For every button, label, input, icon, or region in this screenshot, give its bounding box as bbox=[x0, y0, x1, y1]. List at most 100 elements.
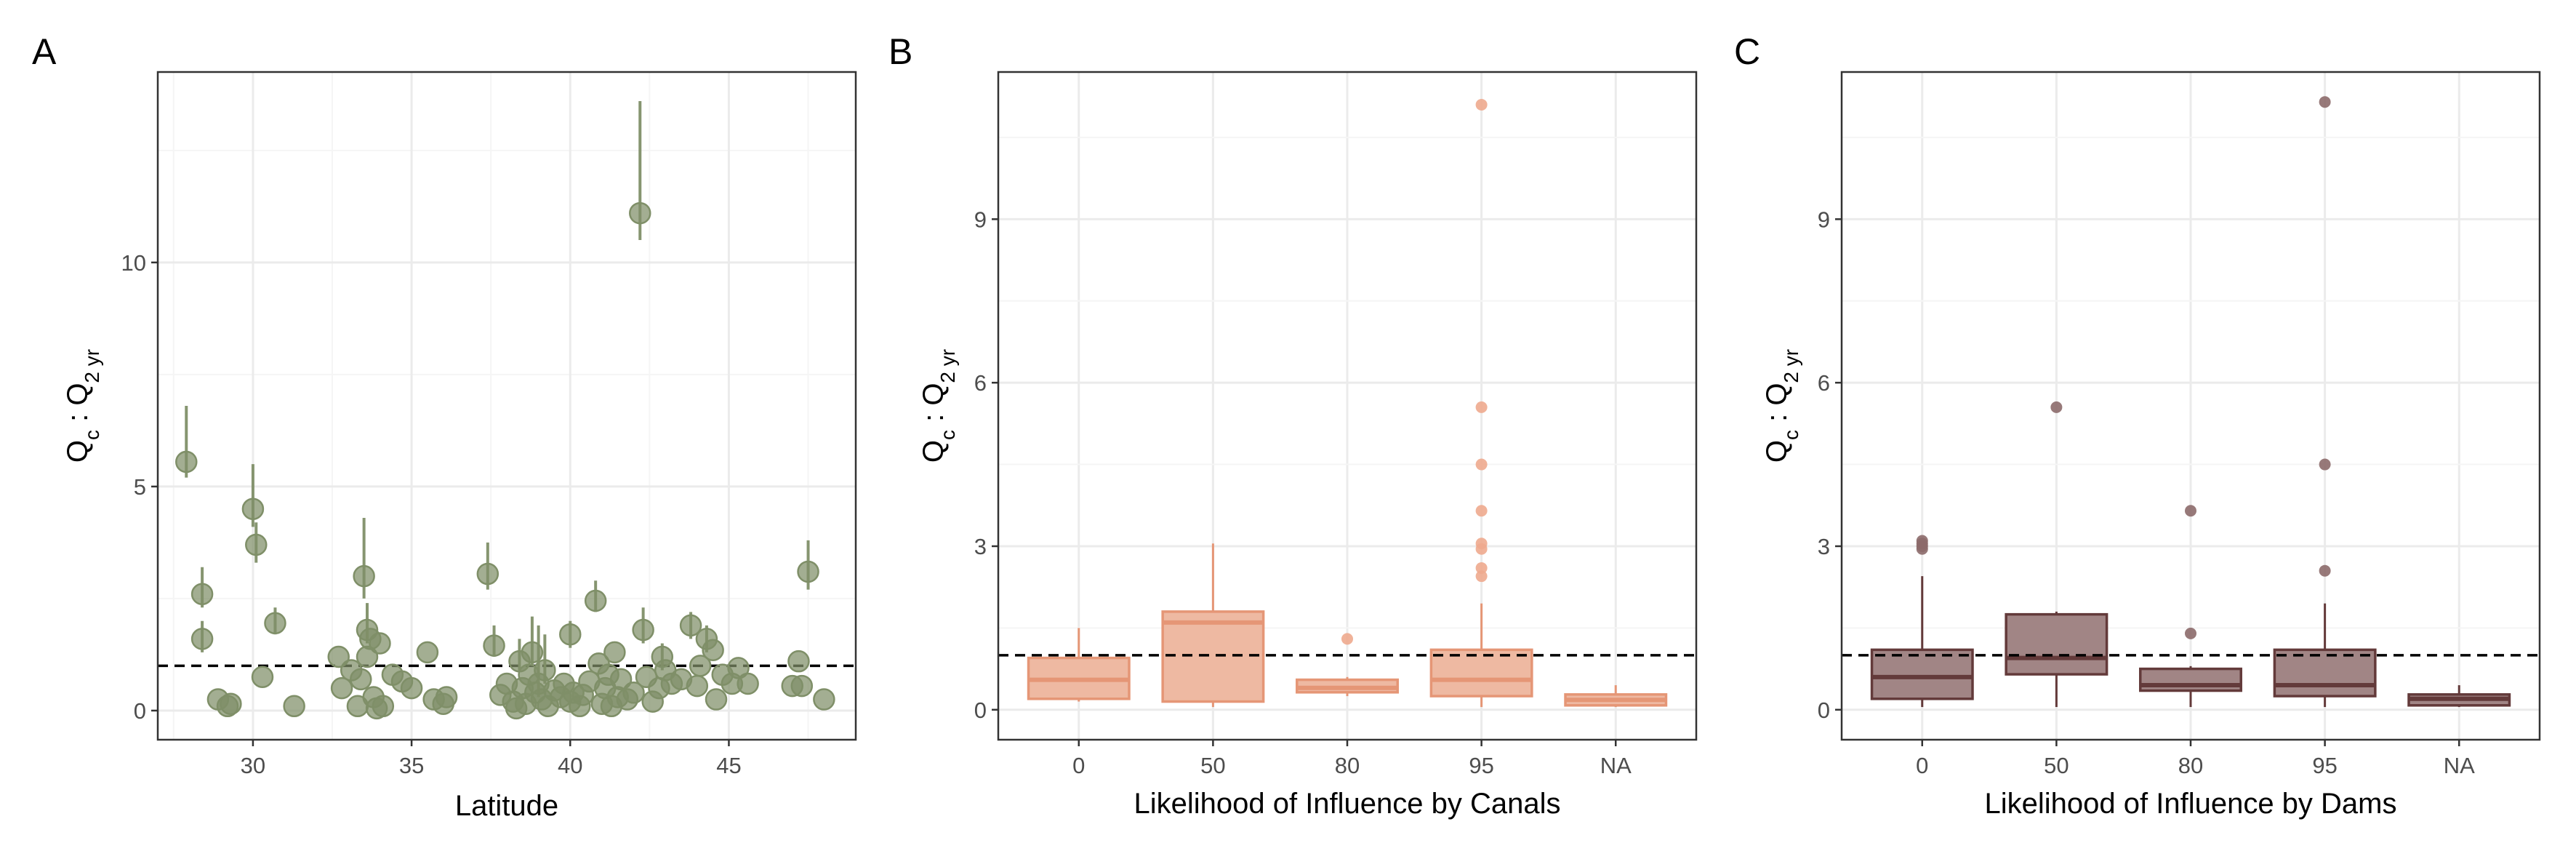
panel-a-points bbox=[175, 101, 835, 720]
panel-c-boxes bbox=[1870, 96, 2511, 708]
data-point bbox=[705, 688, 728, 711]
panel-b-x-axis-title: Likelihood of Influence by Canals bbox=[1133, 788, 1560, 820]
box-outlier bbox=[2185, 505, 2196, 517]
panel-c-letter: C bbox=[1734, 31, 1760, 72]
y-tick-label: 10 bbox=[121, 250, 146, 276]
panel-b-y-axis: 0 3 6 9 bbox=[974, 207, 998, 723]
box-outlier bbox=[1475, 505, 1488, 517]
panel-b-y-axis-title: Qc : Q2 yr bbox=[918, 349, 959, 463]
box-outlier bbox=[1475, 98, 1488, 111]
data-point bbox=[790, 674, 814, 698]
x-tick-label: 0 bbox=[1916, 753, 1928, 778]
x-tick-label: 95 bbox=[2312, 753, 2337, 778]
x-tick-label: 35 bbox=[399, 753, 424, 778]
data-point bbox=[251, 666, 274, 688]
box-body bbox=[2273, 648, 2377, 698]
box-body bbox=[2005, 612, 2108, 676]
data-point bbox=[476, 562, 499, 586]
x-tick-label: 0 bbox=[1072, 753, 1085, 778]
panel-a-x-axis: 30 35 40 45 bbox=[241, 740, 742, 778]
x-tick-label: NA bbox=[2444, 753, 2475, 778]
x-tick-label: 50 bbox=[1200, 753, 1225, 778]
panel-b-letter: B bbox=[888, 31, 912, 72]
data-point bbox=[190, 628, 214, 650]
data-point bbox=[283, 695, 305, 718]
data-point bbox=[264, 612, 286, 635]
y-tick-label: 0 bbox=[974, 698, 987, 723]
data-point bbox=[813, 688, 835, 711]
x-tick-label: 95 bbox=[1469, 753, 1493, 778]
x-tick-label: NA bbox=[1600, 753, 1632, 778]
box-outlier bbox=[2050, 401, 2063, 413]
data-point bbox=[609, 668, 633, 691]
box-outlier bbox=[1475, 538, 1488, 550]
box-outlier bbox=[2319, 96, 2331, 108]
box-outlier bbox=[1475, 458, 1488, 471]
data-point bbox=[737, 672, 759, 695]
data-point bbox=[534, 659, 556, 682]
box-outlier bbox=[2319, 458, 2331, 471]
x-tick-label: 50 bbox=[2044, 753, 2069, 778]
box-outlier bbox=[1475, 570, 1488, 583]
data-point bbox=[350, 668, 372, 691]
y-tick-label: 5 bbox=[134, 474, 146, 500]
data-point bbox=[702, 639, 724, 662]
panel-a-letter: A bbox=[32, 31, 57, 72]
box-outlier bbox=[1916, 535, 1928, 547]
box-body bbox=[1870, 648, 1974, 700]
data-point bbox=[416, 641, 439, 664]
panel-a-x-axis-title: Latitude bbox=[455, 790, 558, 822]
data-point bbox=[787, 650, 810, 673]
data-point bbox=[190, 583, 214, 606]
data-point bbox=[797, 560, 819, 583]
data-point bbox=[521, 641, 544, 664]
box-body bbox=[1161, 610, 1265, 703]
data-point bbox=[175, 450, 198, 474]
y-tick-label: 9 bbox=[974, 207, 987, 232]
data-point bbox=[679, 614, 702, 637]
data-point bbox=[559, 623, 582, 646]
panel-b-boxes bbox=[1027, 98, 1668, 708]
data-point bbox=[372, 695, 395, 718]
data-point bbox=[632, 618, 654, 642]
data-point bbox=[245, 533, 268, 556]
box-outlier bbox=[2185, 627, 2196, 639]
y-tick-label: 3 bbox=[974, 534, 987, 559]
panel-a-y-axis-title: Qc : Q2 yr bbox=[62, 349, 103, 463]
box-body bbox=[1429, 648, 1533, 698]
panel-c-x-axis-title: Likelihood of Influence by Dams bbox=[1985, 788, 2397, 820]
data-point bbox=[400, 676, 423, 700]
x-tick-label: 40 bbox=[558, 753, 582, 778]
panel-c-y-axis: 0 3 6 9 bbox=[1818, 207, 1842, 723]
data-point bbox=[483, 634, 505, 657]
panel-b-x-axis: 0 50 80 95 NA bbox=[1072, 740, 1632, 778]
x-tick-label: 45 bbox=[716, 753, 741, 778]
x-tick-label: 30 bbox=[241, 753, 265, 778]
data-point bbox=[330, 676, 353, 700]
panel-a-latitude-scatter: A 30 35 40 45 0 5 10 Latitude Qc : Q2 yr bbox=[32, 31, 857, 822]
y-tick-label: 6 bbox=[974, 370, 987, 396]
x-tick-label: 80 bbox=[1335, 753, 1360, 778]
box-outlier bbox=[2319, 564, 2331, 577]
panel-c-y-axis-title: Qc : Q2 yr bbox=[1761, 349, 1802, 463]
data-point bbox=[220, 692, 242, 715]
y-tick-label: 3 bbox=[1818, 534, 1830, 559]
y-tick-label: 0 bbox=[134, 698, 146, 724]
y-tick-label: 6 bbox=[1818, 370, 1830, 396]
y-tick-label: 9 bbox=[1818, 207, 1830, 232]
x-tick-label: 80 bbox=[2178, 753, 2203, 778]
data-point bbox=[435, 686, 458, 708]
data-point bbox=[622, 682, 645, 704]
panel-b-canals-boxplot: B 0 50 80 95 NA 0 3 6 9 Likelihood of Influence… bbox=[888, 31, 1698, 820]
box-outlier bbox=[1475, 401, 1488, 413]
data-point bbox=[689, 655, 712, 677]
box-outlier bbox=[1475, 562, 1488, 574]
panel-c-dams-boxplot: C 0 50 80 95 NA 0 3 6 9 Likelihood of Influence… bbox=[1734, 31, 2541, 820]
data-point bbox=[327, 645, 350, 668]
data-point bbox=[353, 564, 375, 588]
data-point bbox=[603, 641, 626, 664]
box-outlier bbox=[1341, 633, 1353, 645]
panel-c-x-axis: 0 50 80 95 NA bbox=[1916, 740, 2475, 778]
data-point bbox=[584, 589, 607, 612]
